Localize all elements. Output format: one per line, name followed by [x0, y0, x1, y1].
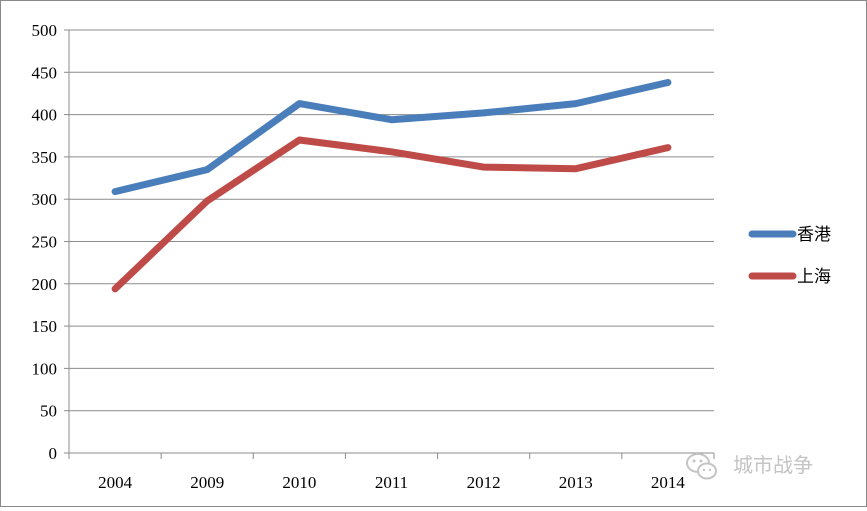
series-lines — [111, 79, 672, 293]
y-tick-label: 0 — [49, 444, 58, 463]
y-tick-label: 450 — [32, 63, 58, 82]
x-tick-label: 2013 — [559, 473, 593, 492]
y-tick-label: 50 — [40, 402, 57, 421]
axes — [68, 30, 715, 459]
x-axis-tick-labels: 2004 2009 2010 2011 2012 2013 2014 — [98, 473, 685, 492]
x-tick-label: 2009 — [190, 473, 224, 492]
y-tick-label: 400 — [32, 106, 58, 125]
legend-label: 上海 — [797, 267, 831, 287]
series-line-2 — [111, 136, 672, 293]
series-line-1 — [111, 79, 672, 196]
y-axis-tick-labels: 0 50 100 150 200 250 300 350 400 450 500 — [32, 21, 58, 463]
legend-label: 香港 — [797, 225, 831, 245]
y-tick-label: 150 — [32, 317, 58, 336]
x-tick-label: 2012 — [467, 473, 501, 492]
y-tick-label: 500 — [32, 21, 58, 40]
x-tick-label: 2010 — [282, 473, 316, 492]
x-tick-label: 2004 — [98, 473, 133, 492]
x-tick-label: 2011 — [375, 473, 408, 492]
y-tick-label: 250 — [32, 233, 58, 252]
y-tick-label: 350 — [32, 148, 58, 167]
watermark: 城市战争 — [686, 453, 813, 480]
watermark-text: 城市战争 — [733, 453, 813, 477]
x-tick-label: 2014 — [651, 473, 686, 492]
y-tick-label: 200 — [32, 275, 58, 294]
gridlines — [64, 29, 714, 454]
wechat-icon — [686, 453, 717, 480]
y-tick-label: 100 — [32, 359, 58, 378]
y-tick-label: 300 — [32, 190, 58, 209]
